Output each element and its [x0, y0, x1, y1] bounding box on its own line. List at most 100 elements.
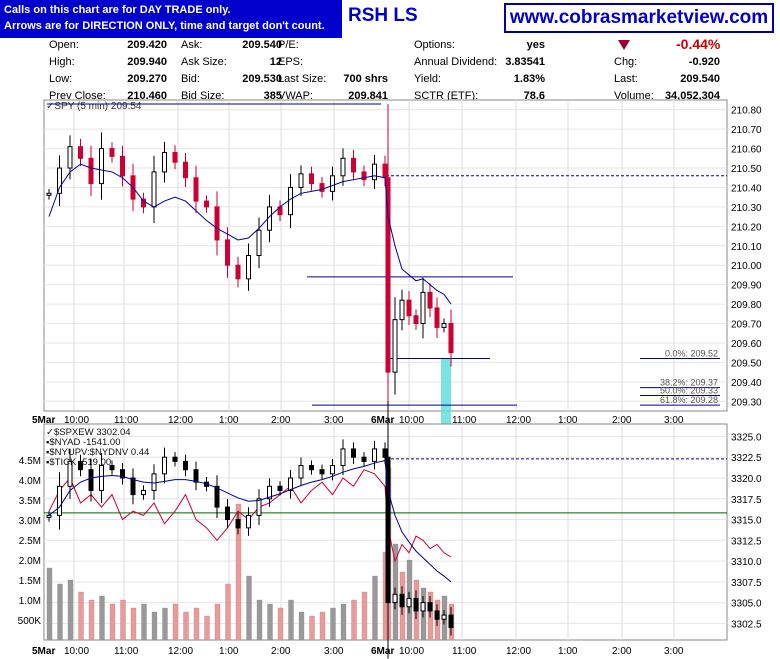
quote-value: 209.530 [242, 73, 282, 85]
volume-bar [193, 607, 200, 641]
breadth-moving-average [48, 459, 452, 583]
breadth-x-tick: 12:00 [506, 646, 531, 657]
quote-label: Yield: [414, 73, 442, 85]
volume-bar [130, 607, 137, 641]
spxew-candle [109, 465, 115, 471]
quote-label: Options: [414, 39, 455, 51]
volume-y-tick: 4.0M [19, 476, 41, 487]
volume-bar [340, 603, 347, 641]
price-panel-title: ✓SPY (5 min) 209.54 [46, 101, 142, 112]
breadth-x-tick: 2:00 [612, 646, 632, 657]
spxew-candle [382, 448, 388, 458]
spxew-candle [413, 597, 419, 612]
spxew-candle [406, 597, 412, 608]
spxew-candle [214, 485, 220, 508]
price-candle [406, 299, 412, 317]
volume-bar [448, 603, 455, 641]
spxew-candle [256, 498, 262, 516]
volume-bar [382, 551, 389, 641]
price-y-tick: 210.40 [731, 183, 762, 194]
volume-bar [109, 603, 116, 641]
spxew-candle [309, 465, 314, 471]
volume-y-tick: 2.0M [19, 556, 41, 567]
spxew-candle [340, 448, 346, 467]
volume-bar [246, 575, 252, 641]
spxew-candle [130, 477, 136, 496]
spxew-candle [361, 456, 367, 462]
price-y-tick: 209.30 [731, 397, 762, 408]
price-candle [399, 299, 405, 321]
quote-value: 34,052,304 [664, 90, 720, 102]
spxew-candle [225, 506, 230, 521]
price-candle [340, 157, 346, 177]
disclaimer-banner: Calls on this chart are for DAY TRADE on… [0, 0, 342, 38]
price-candle [392, 319, 398, 373]
quote-label: Bid Size: [181, 90, 225, 102]
price-candle [235, 264, 241, 280]
spxew-candle [141, 489, 146, 496]
fib-label: 0.0%: 209.52 [665, 349, 718, 359]
price-x-tick: 11:00 [114, 415, 139, 426]
volume-bar [204, 615, 210, 641]
volume-bar [385, 467, 392, 641]
quote-label: Annual Dividend: [414, 56, 498, 68]
price-candle [441, 323, 447, 328]
quote-value: 209.420 [127, 39, 167, 51]
spxew-candle [298, 465, 304, 479]
price-candle [172, 151, 178, 163]
price-y-tick: 209.60 [731, 339, 762, 350]
price-x-tick: 12:00 [168, 415, 193, 426]
price-candle [413, 315, 419, 325]
spxew-candle [372, 448, 377, 462]
volume-bar [361, 591, 368, 641]
spxew-candle [172, 456, 178, 462]
breadth-legend-item: ▪$TICK -519.00 [46, 457, 111, 468]
spxew-candle [183, 460, 188, 471]
website-link[interactable]: www.cobrasmarketview.com [504, 3, 774, 33]
volume-bar [319, 611, 326, 641]
breadth-y-tick-right: 3305.0 [731, 599, 762, 610]
volume-bar [172, 603, 179, 641]
price-candle [427, 291, 433, 309]
price-candle [225, 239, 230, 266]
price-candle [99, 148, 104, 185]
quote-label: EPS: [278, 56, 304, 68]
spxew-candle [235, 519, 241, 529]
volume-bar [267, 603, 273, 641]
volume-bar [88, 599, 95, 641]
price-y-tick: 210.60 [731, 145, 762, 156]
spxew-candle [151, 473, 157, 491]
breadth-y-tick-right: 3315.0 [731, 516, 762, 527]
quote-value: 385 [263, 90, 282, 102]
volume-bar [57, 583, 63, 641]
price-candle [351, 157, 356, 173]
price-candle [385, 177, 391, 373]
breadth-x-tick: 10:00 [64, 646, 89, 657]
spxew-candle [330, 465, 335, 475]
volume-bar [67, 579, 74, 641]
price-y-tick: 210.70 [731, 125, 762, 136]
volume-bar [309, 615, 315, 641]
volume-bar [141, 603, 147, 641]
price-candle [130, 175, 136, 200]
fib-label: 61.8%: 209.28 [660, 395, 718, 405]
quote-value: 210.460 [127, 90, 167, 102]
breadth-y-tick-right: 3302.5 [731, 619, 762, 630]
price-candle [330, 175, 335, 192]
price-candle [57, 167, 62, 194]
breadth-x-tick: 6Mar [371, 646, 394, 657]
price-x-tick: 6Mar [371, 415, 394, 426]
price-y-tick: 210.50 [731, 164, 762, 175]
quote-label: Prev Close: [49, 90, 106, 102]
breadth-x-tick: 3:00 [664, 646, 684, 657]
breadth-legend-item: ▪$NYAD -1541.00 [46, 437, 120, 448]
price-candle [267, 206, 272, 231]
spxew-candle [99, 465, 104, 491]
quote-value: 209.940 [127, 56, 167, 68]
quote-label: Chg: [614, 56, 638, 68]
price-candle [141, 198, 146, 208]
quote-value: 3.83541 [505, 56, 545, 68]
quote-label: VWAP: [278, 90, 314, 102]
breadth-x-tick: 11:00 [114, 646, 139, 657]
volume-bar [151, 611, 158, 641]
